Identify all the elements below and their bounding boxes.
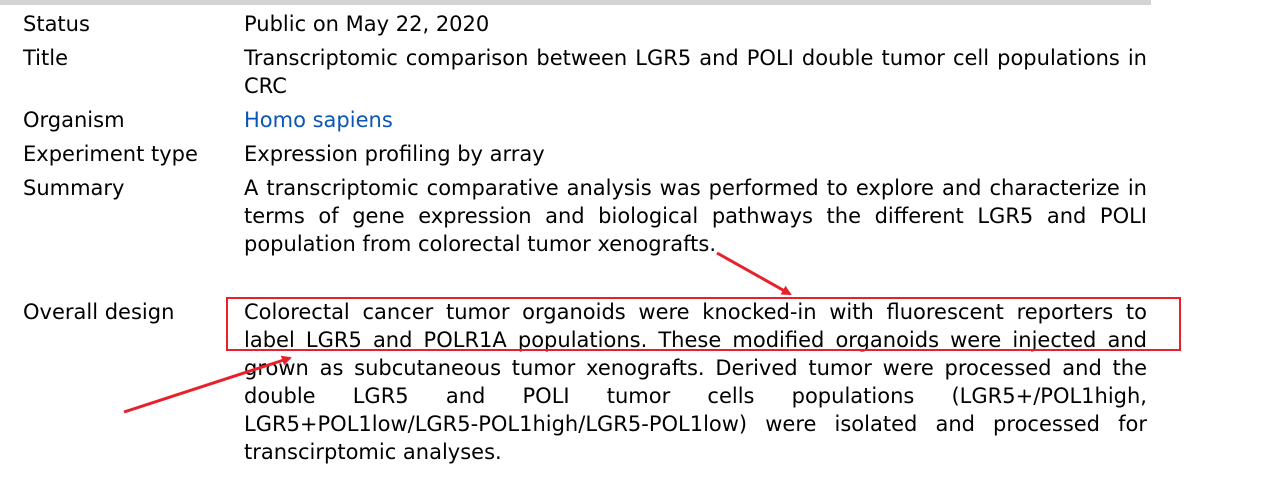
summary-label: Summary	[23, 176, 125, 200]
summary-value: A transcriptomic comparative analysis wa…	[244, 176, 1147, 256]
organism-label: Organism	[23, 108, 125, 132]
overall-design-value: Colorectal cancer tumor organoids were k…	[244, 300, 1147, 464]
annotation-arrow-upper	[716, 251, 792, 296]
status-label: Status	[23, 12, 90, 36]
annotation-highlight-box	[226, 297, 1181, 351]
organism-value: Homo sapiens	[244, 106, 1147, 134]
experiment-type-value: Expression profiling by array	[244, 142, 545, 166]
organism-link[interactable]: Homo sapiens	[244, 108, 393, 132]
experiment-type-label: Experiment type	[23, 142, 198, 166]
top-divider-bar	[0, 0, 1151, 5]
title-label: Title	[23, 46, 69, 70]
title-value: Transcriptomic comparison between LGR5 a…	[244, 46, 1147, 98]
overall-design-label: Overall design	[23, 300, 175, 324]
status-value: Public on May 22, 2020	[244, 12, 490, 36]
